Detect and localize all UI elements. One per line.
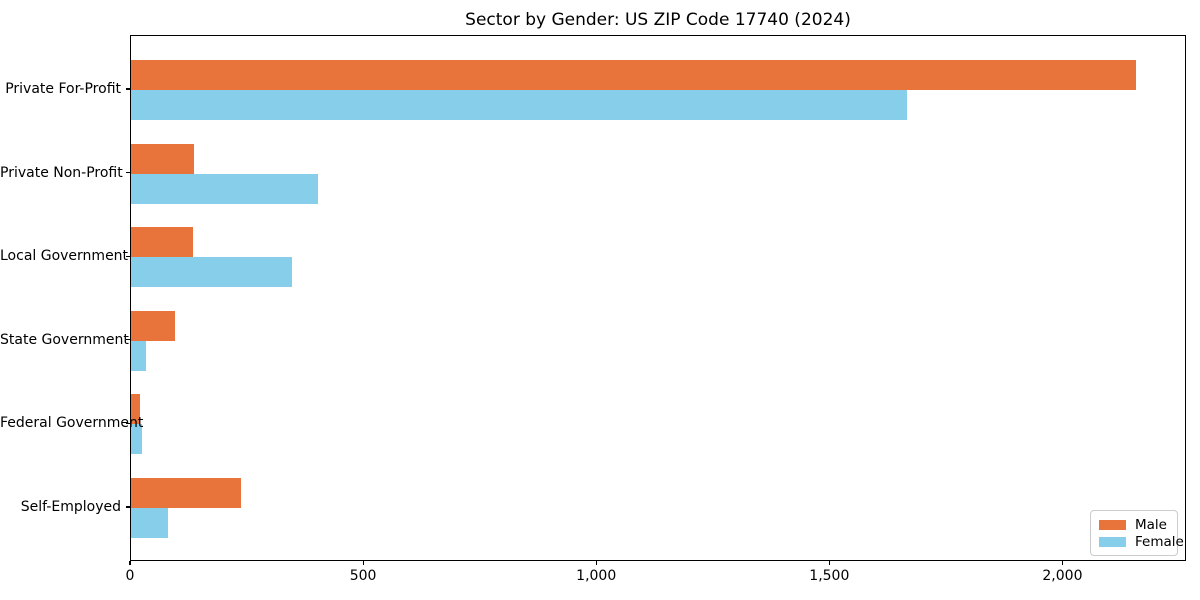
x-tick-label: 0 (125, 568, 135, 584)
legend: Male Female (1090, 510, 1184, 556)
plot-area: Male Female (130, 35, 1186, 561)
bar-male-1 (131, 143, 194, 174)
y-tick-mark (126, 88, 130, 90)
legend-label-male: Male (1135, 516, 1167, 533)
bar-female-2 (131, 257, 293, 288)
y-tick-mark (126, 255, 130, 257)
bar-female-4 (131, 424, 143, 455)
bar-female-5 (131, 508, 168, 538)
bar-male-0 (131, 60, 1136, 90)
x-tick-label: 1,500 (809, 568, 850, 584)
y-tick-mark (126, 339, 130, 341)
x-tick-mark (1061, 561, 1064, 565)
category-label: Private For-Profit (5, 81, 121, 97)
x-tick-label: 500 (349, 568, 377, 584)
category-label: Local Government (0, 248, 129, 265)
y-tick-mark (126, 422, 130, 424)
x-tick-mark (362, 561, 364, 565)
category-label: Self-Employed (20, 499, 121, 515)
x-tick-mark (595, 561, 597, 565)
bar-male-2 (131, 227, 193, 258)
bar-male-3 (131, 310, 175, 341)
category-label: Private Non-Profit (0, 164, 123, 181)
female-series-swatch-icon (1099, 536, 1126, 547)
x-tick-mark (828, 561, 830, 565)
male-series-swatch-icon (1099, 519, 1126, 530)
legend-label-female: Female (1135, 533, 1184, 550)
category-label: Federal Government (0, 415, 144, 432)
y-tick-mark (126, 506, 130, 508)
bar-male-5 (131, 478, 241, 508)
legend-entry-female: Female (1099, 534, 1184, 550)
legend-entry-male: Male (1099, 516, 1169, 533)
bar-female-3 (131, 340, 147, 371)
category-label: State Government (0, 331, 129, 348)
bar-female-0 (131, 90, 908, 120)
x-tick-label: 1,000 (576, 568, 617, 584)
x-tick-label: 2,000 (1042, 568, 1083, 584)
y-tick-mark (126, 172, 130, 174)
chart-title: Sector by Gender: US ZIP Code 17740 (202… (465, 10, 851, 30)
bar-female-1 (131, 173, 319, 204)
bar-male-4 (131, 394, 141, 425)
x-tick-mark (129, 561, 131, 565)
